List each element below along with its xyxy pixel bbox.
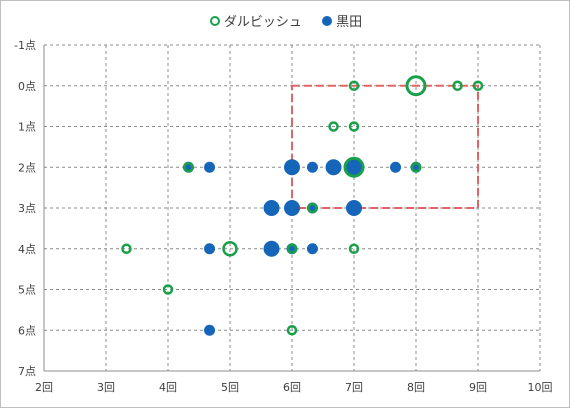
y-tick-label: 4点 (18, 243, 36, 256)
point-darvish (121, 243, 132, 254)
point-darvish (348, 80, 360, 91)
x-tick-label: 3回 (97, 381, 115, 394)
point-darvish (328, 121, 339, 132)
x-tick-label: 6回 (283, 381, 301, 394)
point-kuroda (346, 200, 362, 216)
point-kuroda (346, 159, 362, 176)
point-kuroda (390, 161, 402, 173)
point-darvish (405, 75, 427, 97)
point-darvish (183, 162, 194, 173)
x-tick-label: 5回 (221, 381, 239, 394)
point-darvish (286, 325, 298, 336)
x-tick-label: 9回 (469, 381, 487, 394)
point-kuroda (204, 161, 216, 173)
legend-item-kuroda: 黒田 (322, 11, 362, 30)
legend-item-darvish: ダルビッシュ (209, 11, 302, 30)
point-darvish (343, 156, 365, 178)
x-tick-label: 10回 (528, 381, 553, 394)
x-tick-label: 4回 (159, 381, 177, 394)
point-kuroda (306, 243, 318, 255)
point-darvish (307, 202, 318, 214)
point-darvish (348, 121, 360, 132)
point-darvish (162, 284, 174, 295)
point-kuroda (284, 200, 300, 216)
x-tick-label: 7回 (345, 381, 363, 394)
point-kuroda (306, 161, 318, 173)
legend-label-kuroda: 黒田 (336, 15, 363, 30)
point-kuroda (325, 159, 342, 176)
y-tick-label: 1点 (18, 121, 36, 134)
point-darvish (348, 243, 360, 254)
highlight-rect (291, 84, 479, 209)
y-tick-label: 3点 (18, 202, 36, 215)
point-darvish (222, 241, 238, 257)
legend-label-darvish: ダルビッシュ (223, 15, 302, 30)
point-kuroda (284, 159, 300, 176)
tick-labels: 2回 3回 4回 5回 6回 7回 8回 9回 10回 -1点 0点 1点 2点 3点 4点 5点 6点 7点 (14, 39, 552, 394)
legend-marker-filled-circle (322, 15, 333, 26)
point-kuroda (263, 200, 280, 216)
x-tick-label: 2回 (35, 381, 53, 394)
point-darvish (452, 80, 463, 91)
y-tick-label: 0点 (18, 80, 36, 93)
chart-legend: ダルビッシュ 黒田 (1, 11, 570, 30)
point-darvish (472, 80, 484, 91)
y-tick-label: 5点 (18, 284, 36, 297)
y-tick-label: 2点 (18, 161, 36, 174)
point-darvish (286, 243, 298, 254)
data-points (121, 75, 484, 336)
y-tick-label: 6点 (18, 324, 36, 337)
x-tick-label: 8回 (407, 381, 425, 394)
point-darvish (410, 162, 422, 173)
y-tick-label: 7点 (18, 365, 36, 378)
point-kuroda (204, 324, 216, 336)
y-tick-label: -1点 (14, 39, 36, 52)
point-kuroda (263, 240, 280, 257)
legend-marker-open-circle (209, 15, 220, 26)
highlight-region (291, 84, 479, 209)
point-kuroda (204, 243, 216, 255)
